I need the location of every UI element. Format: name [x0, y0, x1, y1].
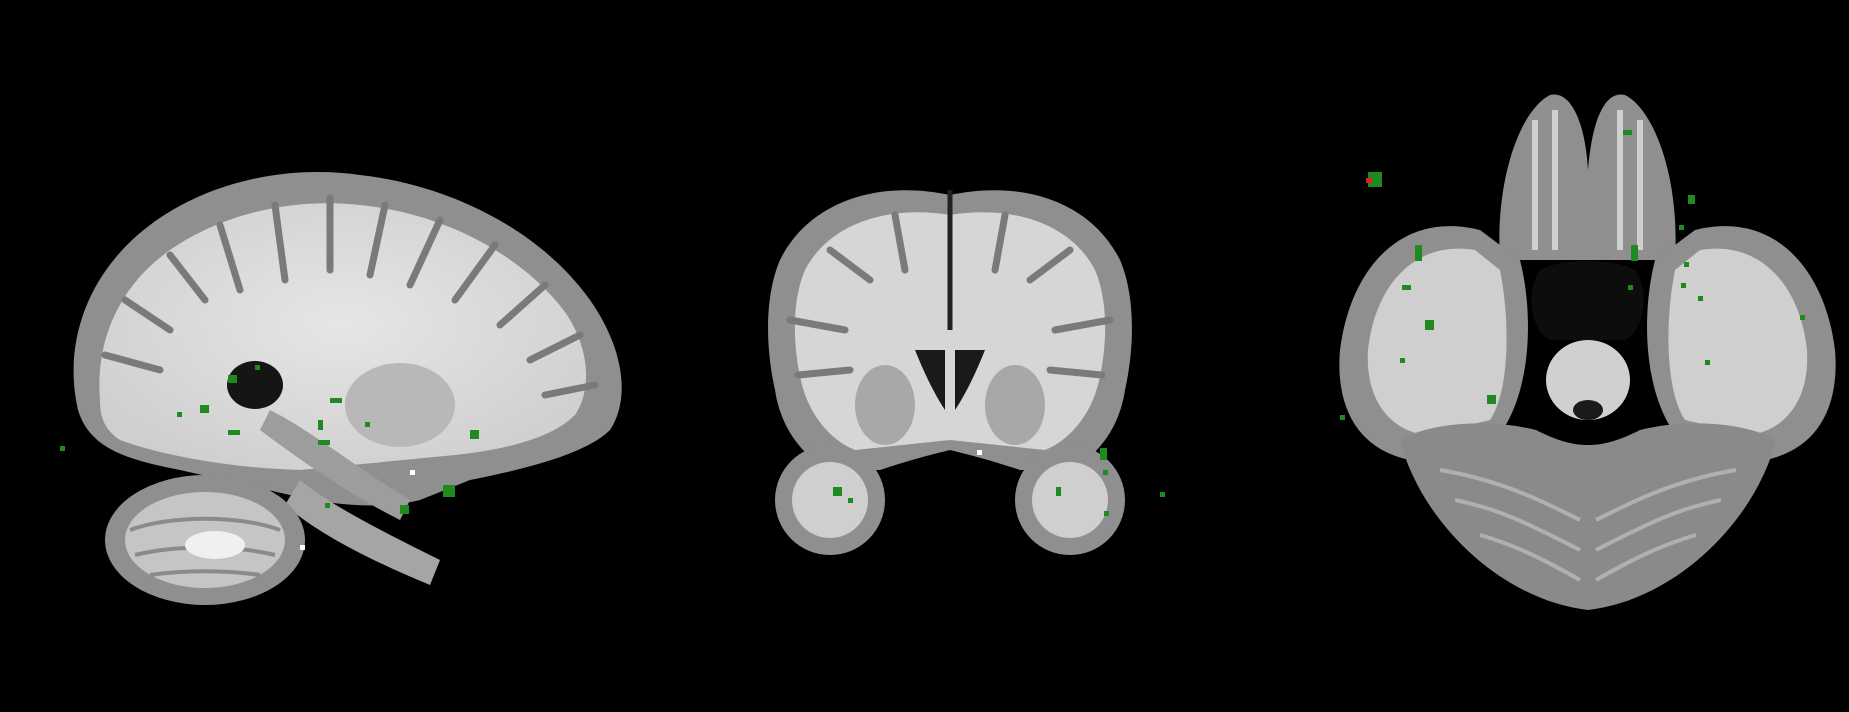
axial-cerebellar-folia: [1439, 468, 1737, 582]
sagittal-hippocampus: [260, 410, 410, 520]
coronal-sulci: [786, 211, 1114, 379]
sagittal-white-matter: [99, 203, 587, 470]
axial-suprasellar-cistern: [1531, 261, 1644, 340]
axial-frontal-lobes: [1499, 94, 1676, 261]
coronal-basal-ganglia-right: [985, 365, 1045, 445]
axial-view[interactable]: [1240, 0, 1849, 712]
axial-overlay: [1340, 130, 1805, 420]
coronal-basal-ganglia-left: [855, 365, 915, 445]
sagittal-ventricle: [227, 361, 283, 409]
sagittal-brainstem: [285, 480, 440, 585]
axial-brainstem: [1546, 340, 1630, 420]
sagittal-overlay: [60, 365, 479, 514]
sagittal-thalamus: [345, 363, 455, 447]
coronal-view[interactable]: [680, 0, 1240, 712]
axial-cerebellum: [1400, 423, 1776, 610]
axial-slice-image: [1339, 94, 1836, 610]
sagittal-sulci: [101, 194, 599, 399]
coronal-ventricles: [915, 350, 945, 410]
axial-overlay-hot-voxel: [1366, 178, 1372, 183]
sagittal-slice-image: [60, 172, 622, 605]
coronal-overlay: [833, 448, 1165, 516]
axial-frontal-gyri: [1532, 110, 1643, 250]
sagittal-view[interactable]: [0, 0, 680, 712]
coronal-slice-image: [768, 190, 1165, 555]
